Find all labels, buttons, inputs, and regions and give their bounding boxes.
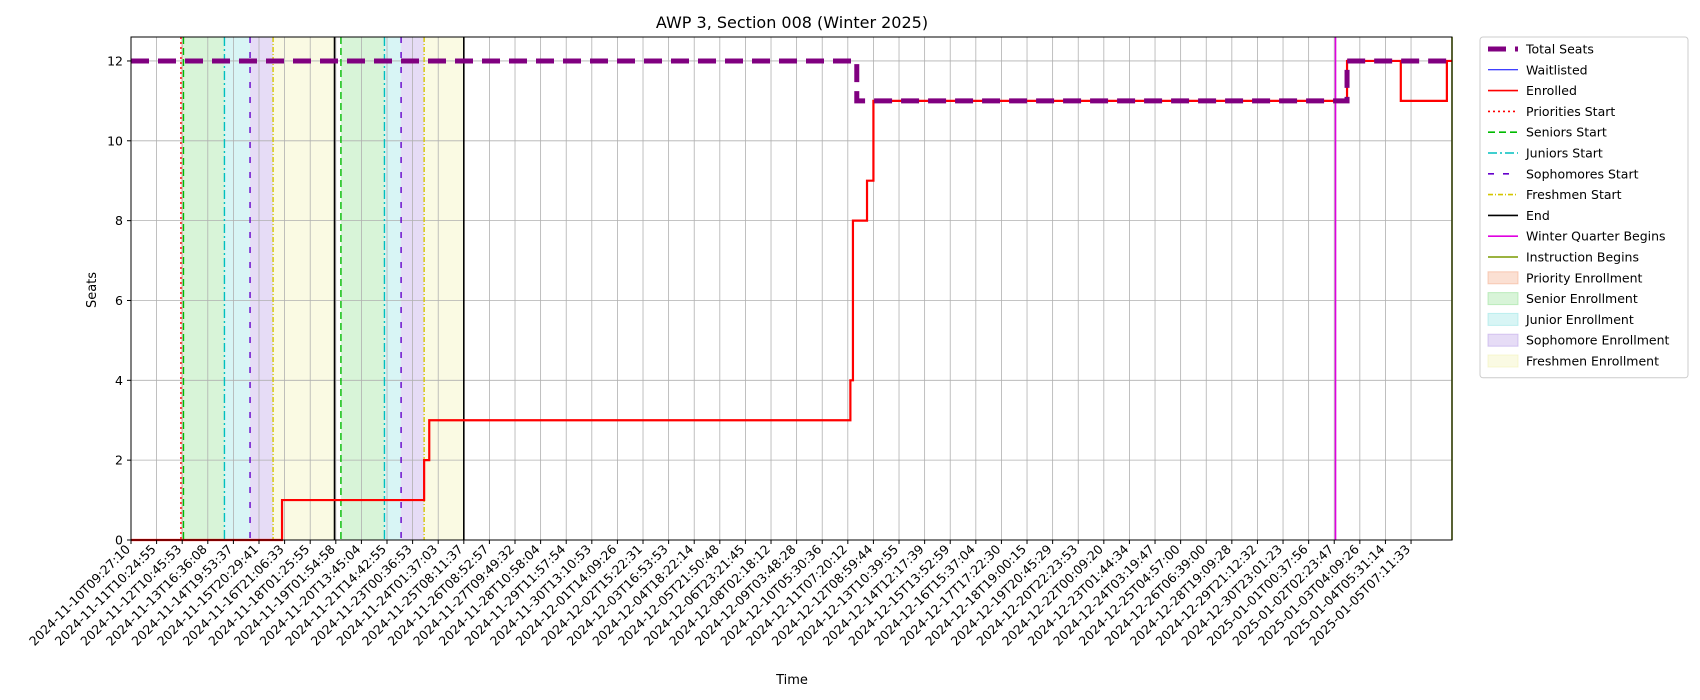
legend-label-senior-enrollment: Senior Enrollment <box>1526 291 1638 306</box>
legend-label-waitlisted: Waitlisted <box>1526 62 1588 77</box>
legend-swatch-freshmen-enrollment <box>1487 354 1519 368</box>
y-tick-label: 10 <box>107 133 123 148</box>
plot-frame <box>130 36 1453 541</box>
legend-label-sophomores-start: Sophomores Start <box>1526 166 1639 181</box>
shaded-regions <box>180 37 464 540</box>
y-tick-label: 6 <box>115 293 123 308</box>
legend-swatch-senior-enrollment <box>1487 292 1519 306</box>
y-tick-label: 0 <box>115 533 123 548</box>
shade-senior-enrollment <box>183 37 225 540</box>
series-enrolled <box>131 59 1452 542</box>
series-total-seats <box>131 58 1452 104</box>
legend-swatch-junior-enrollment <box>1487 312 1519 326</box>
y-tick-label: 2 <box>115 453 123 468</box>
legend-label-end: End <box>1526 208 1550 223</box>
y-axis-label: Seats <box>85 272 100 308</box>
shade-freshmen-enrollment <box>424 37 464 540</box>
legend-label-priorities-start: Priorities Start <box>1526 104 1615 119</box>
y-tick-label: 12 <box>107 53 123 68</box>
shade-junior-enrollment <box>384 37 402 540</box>
shade-senior-enrollment <box>340 37 385 540</box>
legend-label-freshmen-start: Freshmen Start <box>1526 187 1622 202</box>
grid-lines <box>130 37 1452 541</box>
legend-label-seniors-start: Seniors Start <box>1526 125 1607 140</box>
legend-box <box>1479 36 1689 379</box>
legend-label-enrolled: Enrolled <box>1526 83 1577 98</box>
legend-swatch-priority-enrollment <box>1487 271 1519 285</box>
x-axis-label: Time <box>775 673 808 688</box>
chart-title: AWP 3, Section 008 (Winter 2025) <box>656 13 928 32</box>
axes: 0246810122024-11-10T09:27:102024-11-11T1… <box>26 36 1453 649</box>
legend: Total Seats Waitlisted Enrolled Priorities … <box>1479 36 1689 379</box>
shade-sophomore-enrollment <box>250 37 274 540</box>
shade-freshmen-enrollment <box>273 37 335 540</box>
legend-label-total-seats: Total Seats <box>1525 42 1594 57</box>
y-tick-label: 8 <box>115 213 123 228</box>
legend-label-instruction-begins: Instruction Begins <box>1526 250 1639 265</box>
y-tick-label: 4 <box>115 373 123 388</box>
shade-junior-enrollment <box>224 37 251 540</box>
legend-label-sophomore-enrollment: Sophomore Enrollment <box>1526 333 1670 348</box>
legend-swatch-sophomore-enrollment <box>1487 333 1519 347</box>
legend-label-juniors-start: Juniors Start <box>1525 146 1603 161</box>
legend-label-freshmen-enrollment: Freshmen Enrollment <box>1526 354 1659 369</box>
legend-label-winter-quarter-begins: Winter Quarter Begins <box>1526 229 1666 244</box>
legend-label-junior-enrollment: Junior Enrollment <box>1525 312 1634 327</box>
legend-label-priority-enrollment: Priority Enrollment <box>1526 270 1643 285</box>
